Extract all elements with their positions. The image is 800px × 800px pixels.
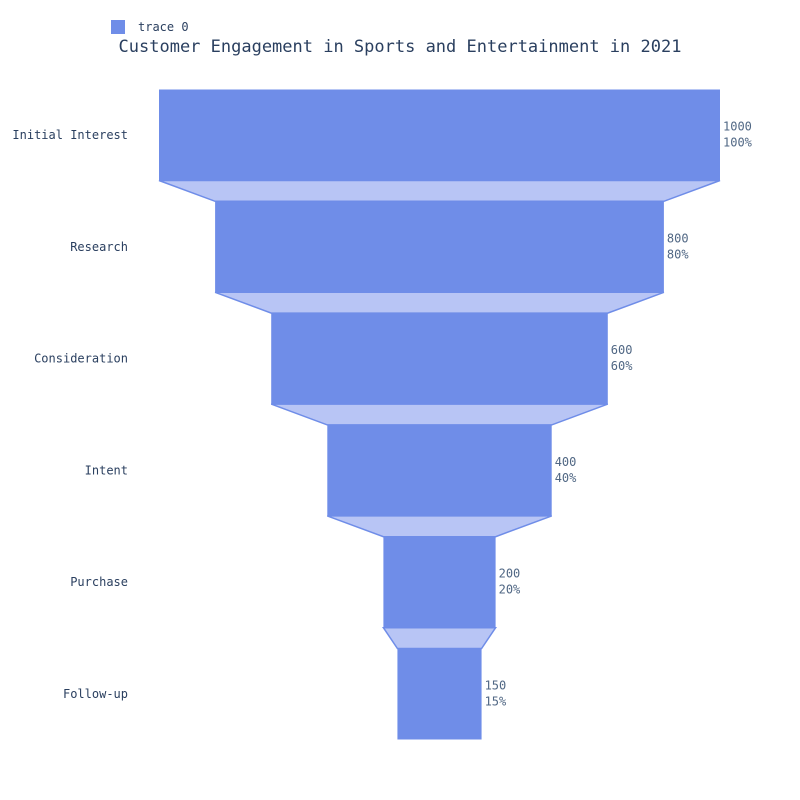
funnel-bar-purchase[interactable]: [383, 536, 496, 628]
stage-label-research: Research: [70, 240, 128, 254]
funnel-connector-1: [158, 179, 721, 203]
value-label-follow-up: 150: [485, 679, 507, 693]
funnel-bar-follow-up[interactable]: [397, 648, 482, 740]
funnel-bar-research[interactable]: [215, 201, 664, 293]
stage-label-purchase: Purchase: [70, 575, 128, 589]
legend-swatch[interactable]: [111, 20, 125, 34]
percent-label-purchase: 20%: [499, 583, 521, 597]
percent-label-intent: 40%: [555, 471, 577, 485]
funnel-bar-intent[interactable]: [327, 424, 552, 516]
funnel-connector-4: [327, 515, 552, 538]
percent-label-consideration: 60%: [611, 359, 633, 373]
value-label-purchase: 200: [499, 567, 521, 581]
funnel-connector-3: [270, 403, 609, 426]
funnel-labels: Initial Interest 1000 100% Research 800 80% Co…: [12, 120, 752, 709]
value-label-research: 800: [667, 231, 689, 245]
stage-label-follow-up: Follow-up: [63, 687, 128, 701]
funnel-bar-initial-interest[interactable]: [159, 89, 720, 181]
legend-label[interactable]: trace 0: [138, 20, 189, 34]
value-label-initial-interest: 1000: [723, 120, 752, 134]
stage-label-initial-interest: Initial Interest: [12, 128, 128, 142]
value-label-consideration: 600: [611, 343, 633, 357]
percent-label-research: 80%: [667, 247, 689, 261]
percent-label-follow-up: 15%: [485, 695, 507, 709]
percent-label-initial-interest: 100%: [723, 136, 753, 150]
funnel-connector-5: [381, 626, 498, 650]
funnel-connector-2: [214, 291, 665, 314]
funnel-bars: [159, 89, 720, 740]
funnel-bar-consideration[interactable]: [271, 313, 608, 405]
stage-label-consideration: Consideration: [34, 352, 128, 366]
stage-label-intent: Intent: [85, 463, 128, 477]
legend[interactable]: trace 0: [111, 20, 189, 34]
value-label-intent: 400: [555, 455, 577, 469]
chart-title: Customer Engagement in Sports and Entert…: [119, 37, 682, 57]
